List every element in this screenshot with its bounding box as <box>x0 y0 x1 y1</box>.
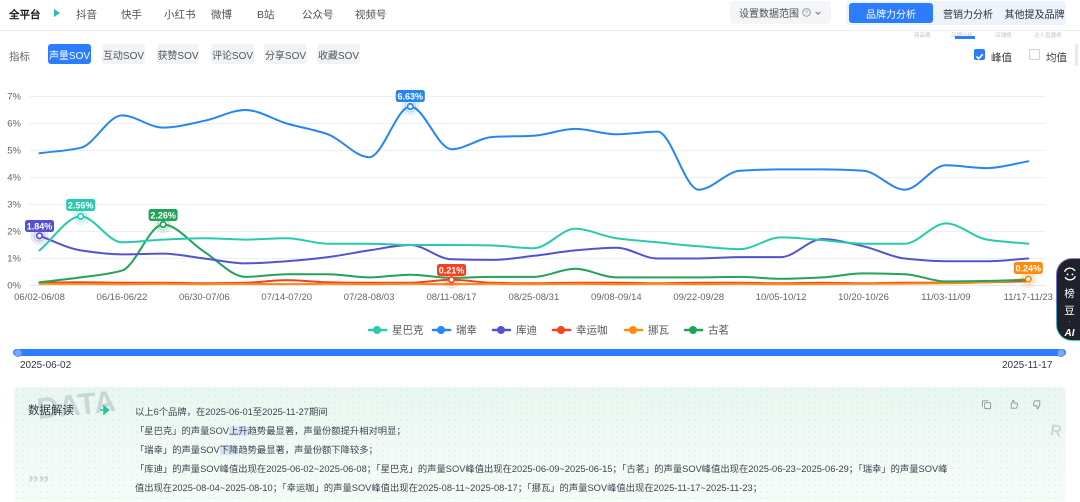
svg-text:0.21%: 0.21% <box>439 266 465 276</box>
svg-text:1.84%: 1.84% <box>27 222 53 232</box>
svg-text:5%: 5% <box>7 146 21 157</box>
svg-text:瑞幸: 瑞幸 <box>456 325 477 337</box>
svg-text:11/03-11/09: 11/03-11/09 <box>921 292 970 303</box>
svg-text:2.26%: 2.26% <box>150 211 176 221</box>
svg-text:07/28-08/03: 07/28-08/03 <box>344 292 395 303</box>
svg-text:6.63%: 6.63% <box>398 92 424 102</box>
svg-text:09/22-09/28: 09/22-09/28 <box>673 292 724 303</box>
svg-text:幸运咖: 幸运咖 <box>576 325 608 337</box>
svg-text:?: ? <box>805 10 809 16</box>
svg-text:古茗: 古茗 <box>708 324 729 337</box>
svg-text:3%: 3% <box>7 200 21 211</box>
svg-text:4%: 4% <box>7 173 21 184</box>
svg-text:星巴克: 星巴克 <box>392 325 424 337</box>
svg-text:09/08-09/14: 09/08-09/14 <box>591 292 642 303</box>
svg-text:11/17-11/23: 11/17-11/23 <box>1004 292 1053 303</box>
svg-text:库迪: 库迪 <box>516 324 537 337</box>
svg-text:10/05-10/12: 10/05-10/12 <box>756 292 807 303</box>
svg-text:2.56%: 2.56% <box>68 201 94 211</box>
svg-text:10/20-10/26: 10/20-10/26 <box>838 292 889 303</box>
svg-text:06/16-06/22: 06/16-06/22 <box>97 292 148 303</box>
svg-text:07/14-07/20: 07/14-07/20 <box>261 292 312 303</box>
svg-text:0%: 0% <box>7 281 21 292</box>
svg-text:7%: 7% <box>7 92 21 103</box>
svg-text:挪瓦: 挪瓦 <box>648 324 669 337</box>
svg-text:1%: 1% <box>7 254 21 265</box>
svg-text:6%: 6% <box>7 119 21 130</box>
svg-text:06/02-06/08: 06/02-06/08 <box>14 292 65 303</box>
svg-text:06/30-07/06: 06/30-07/06 <box>179 292 230 303</box>
svg-text:2%: 2% <box>7 227 21 238</box>
svg-text:0.24%: 0.24% <box>1016 264 1042 274</box>
svg-text:08/11-08/17: 08/11-08/17 <box>426 292 476 303</box>
svg-text:08/25-08/31: 08/25-08/31 <box>509 292 560 303</box>
